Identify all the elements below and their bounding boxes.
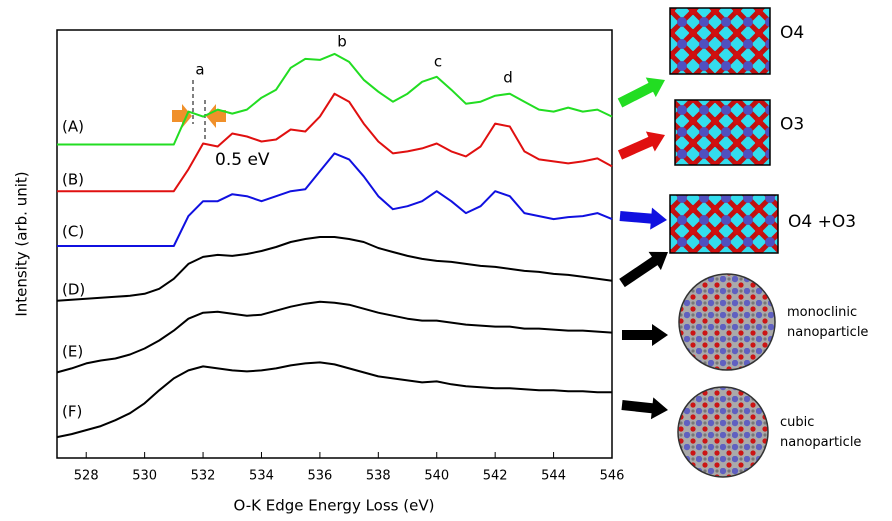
series-label: (C) xyxy=(62,223,84,241)
annotation: a xyxy=(195,61,204,79)
annotation: d xyxy=(503,69,513,87)
y-axis-label: Intensity (arb. unit) xyxy=(13,171,31,316)
arrow xyxy=(617,131,665,160)
spectrum-line xyxy=(57,152,613,247)
x-tick-label: 532 xyxy=(191,469,216,484)
x-tick-label: 540 xyxy=(424,469,449,484)
x-tick-label: 528 xyxy=(74,469,99,484)
annotation: b xyxy=(337,33,347,51)
arrow xyxy=(619,251,668,288)
x-tick-label: 542 xyxy=(483,469,508,484)
spectrum-line xyxy=(57,92,613,193)
plot-frame xyxy=(56,29,613,459)
structure-label: O4 +O3 xyxy=(788,212,856,232)
nanoparticle-image xyxy=(677,386,769,478)
x-tick-label: 546 xyxy=(600,469,625,484)
x-tick-label: 544 xyxy=(541,469,566,484)
structure-image xyxy=(669,7,771,75)
spectrum-line xyxy=(56,361,612,439)
orange-arrow xyxy=(172,104,192,128)
spectrum-line xyxy=(56,300,613,374)
structure-label: cubic nanoparticle xyxy=(780,415,861,450)
arrow xyxy=(619,207,667,230)
annotation: c xyxy=(434,53,442,71)
arrow xyxy=(621,397,668,420)
spectrum-line xyxy=(57,52,613,146)
x-tick-label: 530 xyxy=(132,469,157,484)
nanoparticle-image xyxy=(678,273,776,371)
arrow xyxy=(617,77,665,108)
series-label: (B) xyxy=(62,171,84,189)
structure-image xyxy=(674,99,771,166)
x-tick-label: 538 xyxy=(366,469,391,484)
structure-label: O4 xyxy=(780,23,804,43)
structure-image xyxy=(669,194,779,254)
orange-arrow xyxy=(206,104,226,128)
annotation: 0.5 eV xyxy=(215,150,270,170)
x-tick-label: 534 xyxy=(249,469,274,484)
series-label: (D) xyxy=(62,281,85,299)
x-tick-label: 536 xyxy=(307,469,332,484)
series-label: (F) xyxy=(62,403,82,421)
series-label: (E) xyxy=(62,343,83,361)
structure-label: O3 xyxy=(780,115,804,135)
x-axis-label: O-K Edge Energy Loss (eV) xyxy=(234,497,435,515)
arrow xyxy=(622,324,668,346)
spectrum-line xyxy=(56,236,613,302)
structure-label: monoclinic nanoparticle xyxy=(787,305,868,340)
series-label: (A) xyxy=(62,118,84,136)
